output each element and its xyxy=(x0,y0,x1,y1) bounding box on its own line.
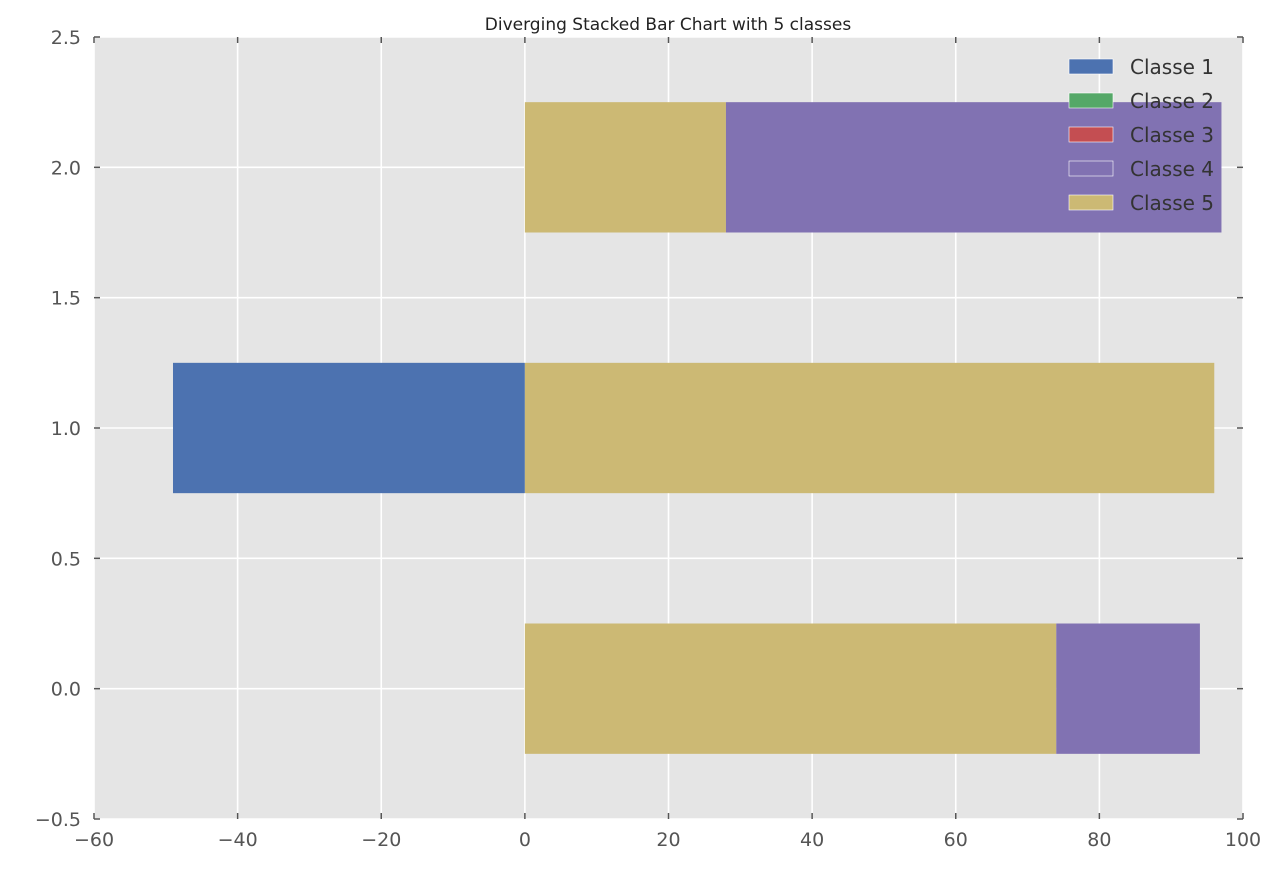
x-tick-label: 40 xyxy=(800,829,824,851)
y-tick-label: 1.5 xyxy=(51,288,81,310)
legend-label: Classe 1 xyxy=(1130,55,1214,79)
bar-segment xyxy=(1056,623,1200,754)
legend-swatch xyxy=(1068,92,1114,109)
x-axis-tick-labels: −60 −40 −20 0 20 40 60 80 100 xyxy=(74,829,1261,851)
y-axis-tick-labels: −0.5 0.0 0.5 1.0 1.5 2.0 2.5 xyxy=(35,27,81,831)
legend-swatch xyxy=(1068,194,1114,211)
bars xyxy=(172,102,1222,754)
x-tick-label: −60 xyxy=(74,829,114,851)
x-tick-label: 80 xyxy=(1087,829,1111,851)
y-tick-label: 0.0 xyxy=(51,679,81,701)
x-tick-label: 20 xyxy=(656,829,680,851)
axis-ticks xyxy=(93,36,1244,820)
legend-label: Classe 4 xyxy=(1130,157,1214,181)
legend-swatch xyxy=(1068,160,1114,177)
x-tick-label: 0 xyxy=(519,829,531,851)
y-tick-label: 2.5 xyxy=(51,27,81,49)
y-tick-label: 1.0 xyxy=(51,418,81,440)
x-tick-label: 60 xyxy=(944,829,968,851)
legend-swatch xyxy=(1068,126,1114,143)
x-tick-label: −40 xyxy=(218,829,258,851)
bar-segment xyxy=(172,362,525,494)
x-tick-label: 100 xyxy=(1225,829,1261,851)
legend-label: Classe 5 xyxy=(1130,191,1214,215)
legend-label: Classe 3 xyxy=(1130,123,1214,147)
y-tick-label: −0.5 xyxy=(35,809,81,831)
bar-segment xyxy=(524,362,1215,494)
legend-label: Classe 2 xyxy=(1130,89,1214,113)
bar-segment xyxy=(524,102,726,233)
bar-segment xyxy=(725,102,1222,233)
chart-title: Diverging Stacked Bar Chart with 5 class… xyxy=(485,15,852,35)
y-tick-label: 0.5 xyxy=(51,548,81,570)
legend-swatch xyxy=(1068,58,1114,75)
legend: Classe 1 Classe 2 Classe 3 Classe 4 Classe 5 xyxy=(1068,55,1214,215)
y-tick-label: 2.0 xyxy=(51,157,81,179)
bar-segment xyxy=(524,623,1057,754)
x-tick-label: −20 xyxy=(361,829,401,851)
